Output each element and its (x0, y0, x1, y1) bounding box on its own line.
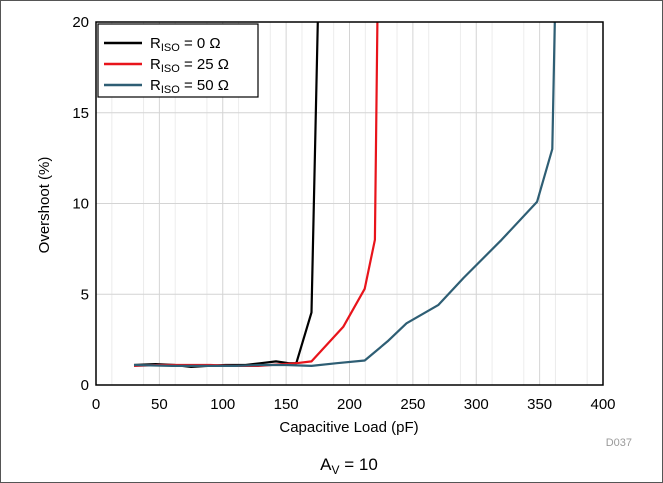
y-tick-label: 15 (72, 105, 89, 122)
legend-label-2: RISO = 50 Ω (150, 77, 229, 96)
y-tick-label: 5 (81, 286, 89, 303)
caption-sub: V (332, 463, 340, 477)
y-tick-labels: 0 5 10 15 20 (72, 14, 89, 394)
legend-label-0: RISO = 0 Ω (150, 35, 221, 54)
legend-entry: RISO = 25 Ω (104, 56, 229, 75)
series-layer (133, 21, 556, 368)
y-axis-label: Overshoot (%) (36, 157, 53, 254)
legend-entry: RISO = 50 Ω (104, 77, 229, 96)
caption: AV = 10 (320, 455, 378, 477)
x-axis-label: Capacitive Load (pF) (279, 419, 418, 436)
x-tick-label: 100 (210, 396, 235, 413)
legend-entry: RISO = 0 Ω (104, 35, 221, 54)
x-tick-labels: 0 50 100 150 200 250 300 350 400 (92, 396, 616, 413)
legend: RISO = 0 Ω RISO = 25 Ω RISO = 50 Ω (97, 23, 259, 98)
caption-rest: = 10 (340, 455, 378, 474)
x-tick-label: 200 (337, 396, 362, 413)
x-tick-label: 250 (400, 396, 425, 413)
x-tick-label: 300 (464, 396, 489, 413)
x-tick-label: 150 (274, 396, 299, 413)
plot-border (95, 21, 604, 386)
y-tick-label: 0 (81, 377, 89, 394)
series-line-2 (133, 21, 556, 367)
x-tick-label: 400 (590, 396, 615, 413)
x-tick-label: 50 (151, 396, 168, 413)
x-tick-label: 0 (92, 396, 100, 413)
x-tick-label: 350 (527, 396, 552, 413)
legend-label-1: RISO = 25 Ω (150, 56, 229, 75)
caption-main: A (320, 455, 332, 474)
y-tick-label: 10 (72, 196, 89, 213)
figure-id: D037 (606, 437, 632, 449)
y-tick-label: 20 (72, 14, 89, 31)
